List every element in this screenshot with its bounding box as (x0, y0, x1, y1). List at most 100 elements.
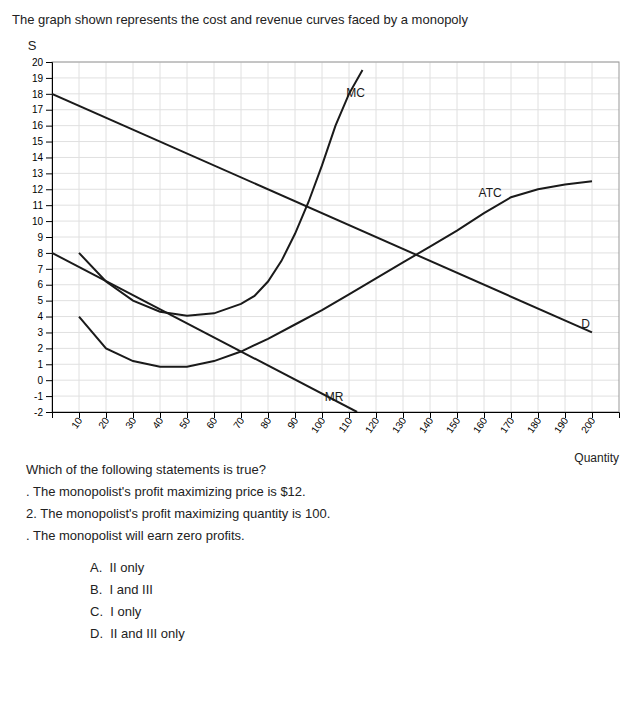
x-tick: 140 (417, 412, 436, 435)
y-tick: 16 (32, 120, 52, 131)
x-tick-label: 150 (444, 415, 463, 435)
y-tick-mark (46, 205, 52, 206)
x-tick-mark (511, 412, 512, 418)
y-tick-mark (46, 396, 52, 397)
x-tick: 110 (336, 412, 354, 435)
y-tick: 0 (37, 375, 52, 386)
curve (52, 253, 357, 412)
y-tick-mark (46, 126, 52, 127)
x-tick-mark (592, 412, 593, 418)
x-tick-mark (565, 412, 566, 418)
x-tick-mark (241, 412, 242, 418)
x-tick-mark (295, 412, 296, 418)
x-tick-label: 110 (336, 415, 354, 435)
curve (79, 70, 363, 316)
statement: 2. The monopolist's profit maximizing qu… (26, 506, 330, 521)
x-tick: 40 (150, 412, 166, 431)
grid-line-y (52, 141, 619, 142)
grid-line-y (52, 205, 619, 206)
y-axis: -2-101234567891011121314151617181920 (32, 57, 53, 418)
x-tick: 170 (498, 412, 517, 435)
curve-label: MR (325, 390, 344, 404)
x-tick: 100 (309, 412, 328, 435)
y-tick: 18 (32, 89, 52, 100)
plot-frame (52, 62, 619, 412)
x-tick-label: 60 (204, 415, 220, 431)
y-tick-label: 11 (33, 200, 44, 211)
y-tick-mark (46, 364, 52, 365)
x-tick-label: 140 (417, 415, 436, 435)
statement: . The monopolist's profit maximizing pri… (26, 484, 306, 499)
x-tick: 10 (69, 412, 85, 431)
y-tick-mark (46, 380, 52, 381)
x-tick-mark (187, 412, 188, 418)
x-tick: 160 (471, 412, 490, 435)
x-tick-label: 90 (285, 415, 301, 431)
curves (52, 70, 592, 412)
x-tick: 80 (258, 412, 274, 431)
x-tick-label: 20 (96, 415, 112, 431)
title: The graph shown represents the cost and … (12, 12, 468, 27)
x-tick-mark (376, 412, 377, 418)
y-tick-label: 16 (32, 120, 44, 131)
statement: . The monopolist will earn zero profits. (26, 528, 245, 543)
y-tick-label: 4 (37, 311, 43, 322)
y-tick: 6 (37, 279, 52, 290)
question: Which of the following statements is tru… (26, 462, 266, 477)
grid-line-y (52, 93, 619, 94)
x-tick-mark (322, 412, 323, 418)
y-tick-label: -1 (34, 391, 43, 402)
x-tick-mark (160, 412, 161, 418)
y-tick: 5 (37, 295, 52, 306)
curve-label: ATC (479, 186, 502, 200)
x-tick: 30 (123, 412, 139, 431)
y-tick-label: 8 (37, 248, 43, 259)
y-tick: 3 (37, 327, 52, 338)
x-tick-label: 160 (471, 415, 490, 435)
x-axis-label: Quantity (574, 451, 619, 465)
y-tick-mark (46, 157, 52, 158)
y-tick-label: -2 (34, 407, 43, 418)
y-tick-label: 19 (32, 73, 44, 84)
y-tick: 8 (37, 248, 52, 259)
y-tick-label: 9 (37, 232, 43, 243)
grid-line-y (52, 268, 619, 269)
y-tick-label: 10 (32, 216, 44, 227)
question-block: Which of the following statements is tru… (26, 462, 330, 641)
x-tick-mark (403, 412, 404, 418)
y-tick-label: 18 (32, 89, 44, 100)
curve-labels: MCATCDMR (325, 86, 591, 404)
y-tick-mark (46, 412, 52, 413)
x-tick-label: 70 (231, 415, 247, 431)
x-tick: 60 (204, 412, 220, 431)
y-tick: 2 (37, 343, 52, 354)
x-axis: 1020304050607080901001101201301401501601… (53, 412, 620, 435)
y-tick: 20 (32, 57, 52, 68)
x-tick: 70 (231, 412, 247, 431)
curve (79, 181, 592, 366)
chart: The graph shown represents the cost and … (0, 0, 639, 704)
y-tick-mark (46, 94, 52, 95)
grid-line-y (52, 348, 619, 349)
y-tick-mark (46, 285, 52, 286)
y-tick: 1 (37, 359, 52, 370)
x-tick-mark (538, 412, 539, 418)
curve-label: D (581, 317, 590, 331)
y-tick-mark (46, 142, 52, 143)
x-tick-label: 80 (258, 415, 274, 431)
y-tick-label: 5 (37, 295, 43, 306)
y-tick-mark (46, 332, 52, 333)
grid-line-y (52, 173, 619, 174)
grid-line-y (52, 284, 619, 285)
y-tick: 11 (33, 200, 52, 211)
y-tick-label: 13 (32, 168, 44, 179)
x-tick: 50 (177, 412, 193, 431)
answer-choice: A. II only (90, 560, 145, 575)
x-tick: 90 (285, 412, 301, 431)
x-tick-mark (349, 412, 350, 418)
y-tick-mark (46, 173, 52, 174)
x-tick: 180 (525, 412, 544, 435)
grid (52, 62, 619, 412)
x-tick: 190 (552, 412, 571, 435)
y-tick-label: 15 (32, 136, 44, 147)
